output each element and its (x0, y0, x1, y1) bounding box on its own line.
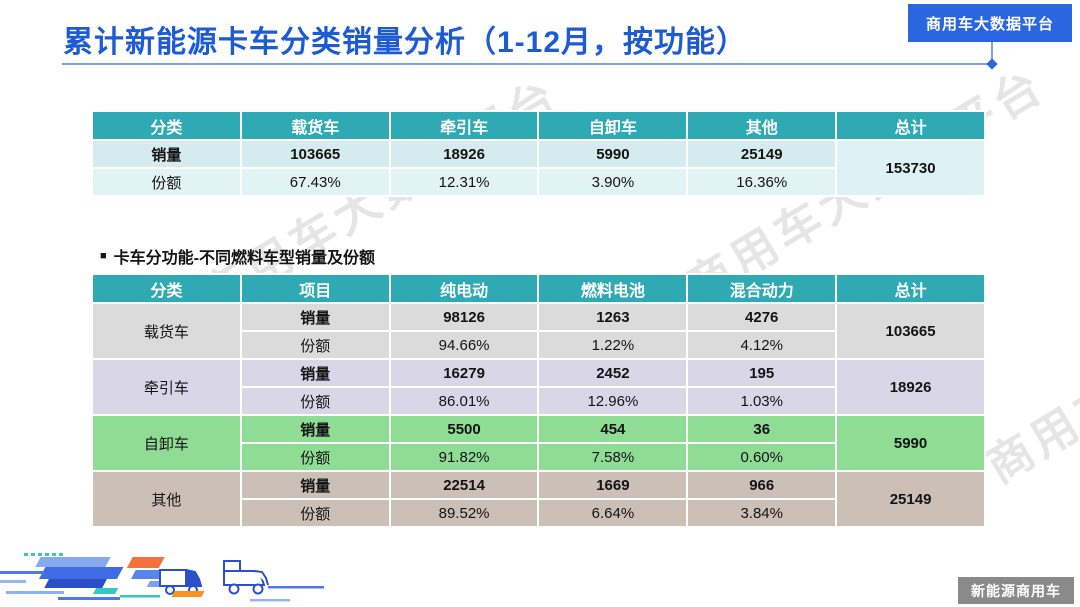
cell: 89.52% (388, 498, 540, 528)
table-row: 份额 89.52% 6.64% 3.84% (92, 498, 985, 528)
cell: 94.66% (388, 330, 540, 360)
cell: 195 (686, 358, 838, 388)
fuel-breakdown-table: 分类 项目 纯电动 燃料电池 混合动力 总计 载货车 销量 98126 1263… (91, 273, 986, 528)
column-header: 总计 (835, 110, 986, 141)
table-row: 份额 94.66% 1.22% 4.12% (92, 330, 985, 360)
cell: 16279 (388, 358, 540, 388)
cell: 67.43% (239, 167, 391, 197)
cell: 7.58% (537, 442, 689, 472)
cell: 98126 (388, 302, 540, 332)
row-label: 份额 (239, 498, 391, 528)
row-label: 份额 (91, 167, 242, 197)
cell: 0.60% (686, 442, 838, 472)
speeding-trucks-icon (0, 553, 324, 602)
cell: 25149 (686, 139, 838, 169)
section-header: ■ 卡车分功能-不同燃料车型销量及份额 (100, 244, 375, 268)
cell: 103665 (239, 139, 391, 169)
column-header: 项目 (239, 273, 391, 304)
cell: 6.64% (537, 498, 689, 528)
row-label: 销量 (239, 414, 391, 444)
column-header: 载货车 (239, 110, 391, 141)
row-label: 份额 (239, 386, 391, 416)
category-cell: 载货车 (91, 302, 242, 360)
table-row: 牵引车 销量 16279 2452 195 18926 (91, 358, 986, 416)
cell: 2452 (537, 358, 689, 388)
cell: 12.96% (537, 386, 689, 416)
page-title: 累计新能源卡车分类销量分析（1-12月，按功能） (63, 26, 748, 59)
cell: 91.82% (388, 442, 540, 472)
title-underline (62, 63, 992, 65)
cell: 36 (686, 414, 838, 444)
cell: 3.84% (686, 498, 838, 528)
row-label: 份额 (239, 330, 391, 360)
cell: 454 (537, 414, 689, 444)
cell: 5500 (388, 414, 540, 444)
summary-table: 分类 载货车 牵引车 自卸车 其他 总计 销量 103665 18926 599… (91, 110, 986, 197)
column-header: 自卸车 (537, 110, 689, 141)
badge-connector-line (991, 42, 993, 62)
column-header: 总计 (835, 273, 986, 304)
section-title: 卡车分功能-不同燃料车型销量及份额 (113, 250, 375, 267)
cell: 1.03% (686, 386, 838, 416)
summary-header-row: 分类 载货车 牵引车 自卸车 其他 总计 (91, 110, 986, 141)
column-header: 其他 (686, 110, 838, 141)
total-cell: 103665 (835, 302, 986, 360)
column-header: 纯电动 (388, 273, 540, 304)
row-label: 销量 (239, 302, 391, 332)
cell: 16.36% (686, 167, 838, 197)
footer-badge: 新能源商用车 (958, 577, 1074, 604)
table-row: 份额 67.43% 12.31% 3.90% 16.36% (91, 167, 985, 197)
cell: 1.22% (537, 330, 689, 360)
total-cell: 25149 (835, 470, 986, 528)
cell: 12.31% (388, 167, 540, 197)
row-label: 销量 (91, 139, 242, 169)
cell: 4276 (686, 302, 838, 332)
watermark-text: 商用车大数据平台 (977, 238, 1080, 493)
table-row: 销量 103665 18926 5990 25149 153730 (91, 139, 986, 197)
connector-diamond-icon (986, 58, 998, 70)
total-cell: 18926 (835, 358, 986, 416)
row-label: 销量 (239, 358, 391, 388)
cell: 4.12% (686, 330, 838, 360)
table-row: 其他 销量 22514 1669 966 25149 (91, 470, 986, 528)
column-header: 分类 (91, 273, 242, 304)
category-cell: 牵引车 (91, 358, 242, 416)
table-row: 份额 86.01% 12.96% 1.03% (92, 386, 985, 416)
table-row: 载货车 销量 98126 1263 4276 103665 (91, 302, 986, 360)
cell: 1669 (537, 470, 689, 500)
cell: 3.90% (537, 167, 689, 197)
square-bullet-icon: ■ (100, 249, 107, 262)
row-label: 销量 (239, 470, 391, 500)
total-cell: 5990 (835, 414, 986, 472)
total-cell: 153730 (835, 139, 986, 197)
category-cell: 自卸车 (91, 414, 242, 472)
column-header: 混合动力 (686, 273, 838, 304)
cell: 5990 (537, 139, 689, 169)
platform-badge: 商用车大数据平台 (908, 4, 1072, 42)
cell: 22514 (388, 470, 540, 500)
fuel-table-header-row: 分类 项目 纯电动 燃料电池 混合动力 总计 (91, 273, 986, 304)
table-row: 份额 91.82% 7.58% 0.60% (92, 442, 985, 472)
cell: 1263 (537, 302, 689, 332)
column-header: 牵引车 (388, 110, 540, 141)
row-label: 份额 (239, 442, 391, 472)
table-row: 自卸车 销量 5500 454 36 5990 (91, 414, 986, 472)
cell: 86.01% (388, 386, 540, 416)
cell: 18926 (388, 139, 540, 169)
column-header: 分类 (91, 110, 242, 141)
cell: 966 (686, 470, 838, 500)
column-header: 燃料电池 (537, 273, 689, 304)
category-cell: 其他 (91, 470, 242, 528)
